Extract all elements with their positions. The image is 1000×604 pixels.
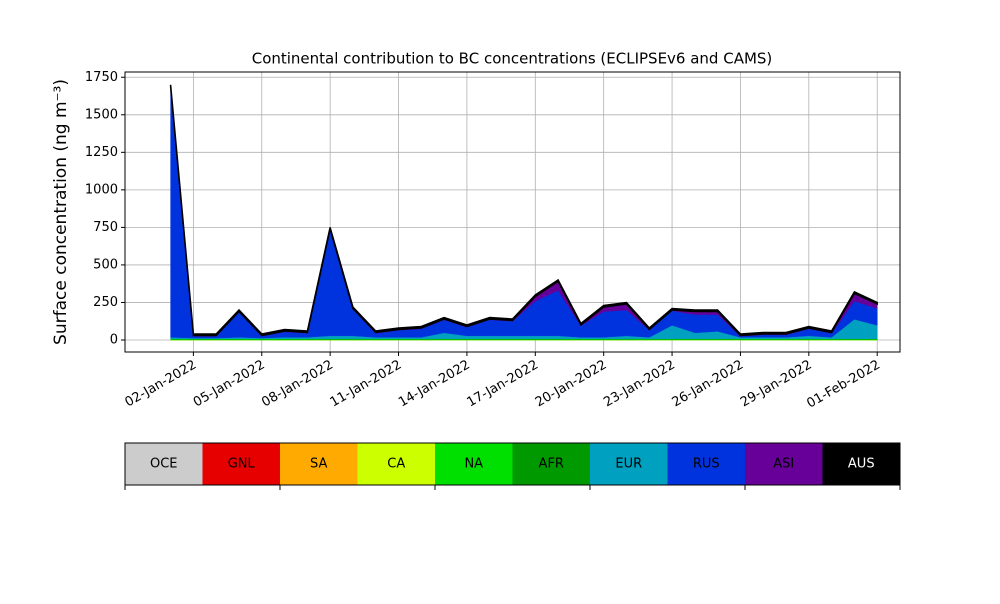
y-tick-label: 500 [93,257,118,272]
y-tick-label: 750 [93,220,118,235]
y-tick-label: 1250 [85,145,118,160]
legend-label: OCE [150,457,178,472]
x-tick-label: 17-Jan-2022 [464,358,541,411]
y-tick-label: 250 [93,295,118,310]
x-tick-label: 01-Feb-2022 [804,358,883,412]
legend-label: CA [387,457,405,472]
x-tick-label: 11-Jan-2022 [328,358,405,411]
x-tick-label: 02-Jan-2022 [123,358,200,411]
y-tick-label: 1750 [85,70,118,85]
legend-label: ASI [773,457,794,472]
x-tick-label: 23-Jan-2022 [601,358,678,411]
y-tick-label: 0 [110,332,118,347]
area [171,85,878,336]
x-tick-label: 20-Jan-2022 [533,358,610,411]
x-tick-label: 14-Jan-2022 [396,358,473,411]
legend-label: EUR [615,457,642,472]
legend-label: SA [310,457,327,472]
legend-label: NA [464,457,483,472]
legend-label: RUS [693,457,720,472]
legend-label: GNL [228,457,256,472]
x-tick-label: 29-Jan-2022 [738,358,815,411]
y-axis-label: Surface concentration (ng m⁻³) [51,79,71,345]
legend-ticks [125,485,900,490]
x-tick-label: 08-Jan-2022 [259,358,336,411]
area [171,86,878,336]
chart-title: Continental contribution to BC concentra… [252,50,773,68]
legend-label: AUS [848,457,875,472]
y-tick-label: 1000 [85,182,118,197]
area [171,87,878,338]
plot-frame [125,72,900,352]
x-tick-label: 26-Jan-2022 [670,358,747,411]
legend-label: AFR [539,457,564,472]
x-tick-label: 05-Jan-2022 [191,358,268,411]
y-tick-label: 1500 [85,107,118,122]
